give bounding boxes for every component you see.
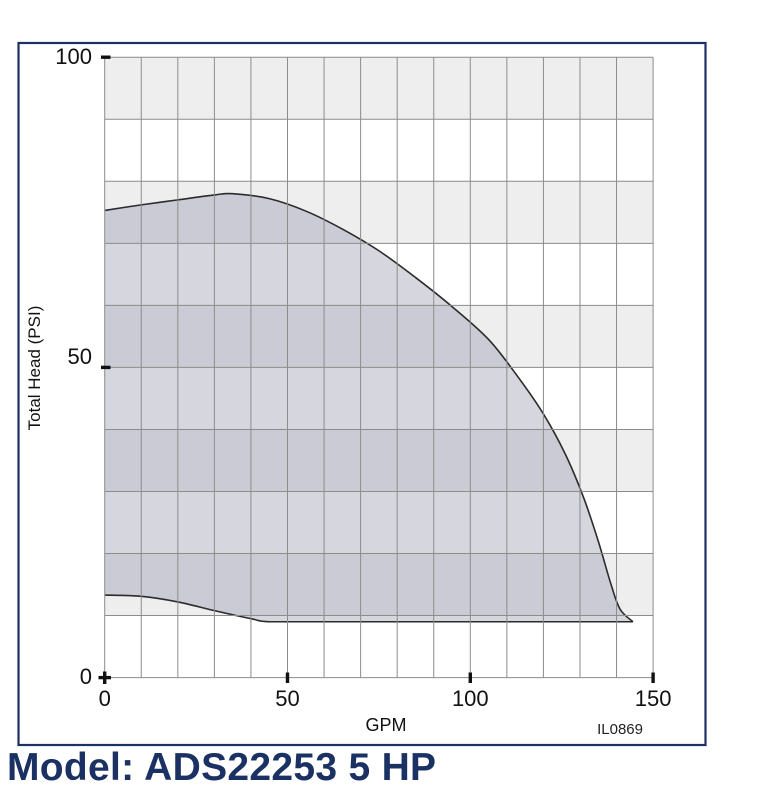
- svg-text:100: 100: [452, 686, 489, 711]
- svg-text:150: 150: [635, 686, 672, 711]
- svg-text:GPM: GPM: [365, 715, 406, 735]
- svg-text:0: 0: [99, 686, 111, 711]
- svg-text:Total Head (PSI): Total Head (PSI): [25, 306, 44, 431]
- svg-text:0: 0: [80, 664, 92, 689]
- svg-text:100: 100: [55, 44, 92, 69]
- svg-text:50: 50: [275, 686, 299, 711]
- svg-text:IL0869: IL0869: [597, 721, 643, 738]
- svg-text:50: 50: [68, 344, 92, 369]
